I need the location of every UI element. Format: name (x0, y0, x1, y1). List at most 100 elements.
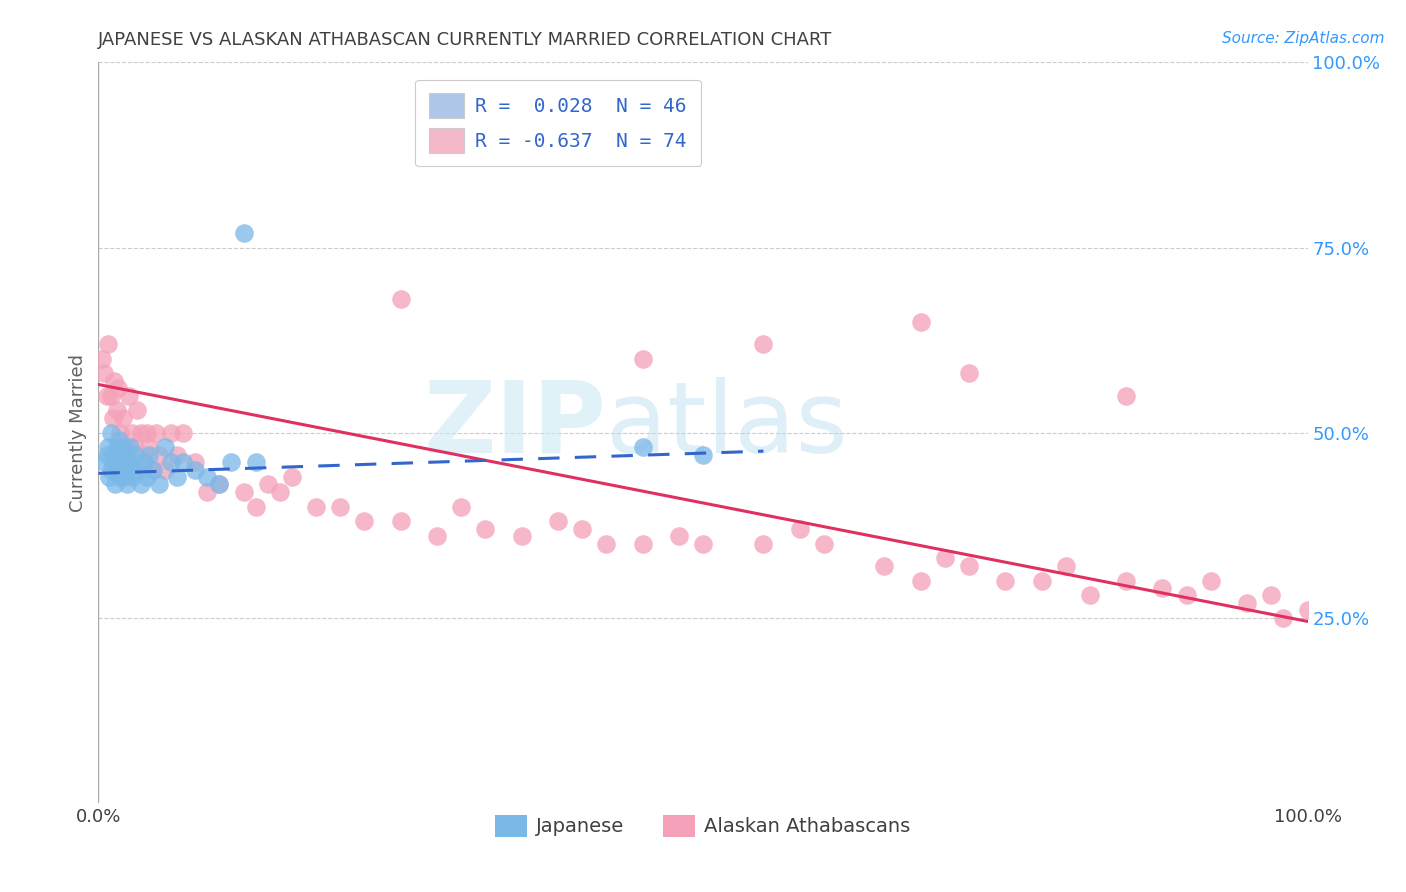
Point (103, 448, 125, 462)
Point (1236, 596, 1258, 610)
Point (142, 462, 165, 476)
Point (101, 455, 124, 469)
Point (96, 448, 118, 462)
Point (172, 455, 194, 469)
Point (195, 484, 218, 499)
Point (114, 455, 136, 469)
Point (208, 477, 231, 491)
Point (118, 441, 141, 455)
Point (114, 441, 136, 455)
Point (97, 336, 120, 351)
Point (111, 441, 134, 455)
Point (245, 500, 267, 514)
Point (245, 455, 267, 469)
Point (813, 536, 835, 550)
Point (148, 448, 170, 462)
Point (873, 558, 896, 573)
Point (93, 367, 115, 381)
Point (571, 522, 593, 536)
Point (957, 367, 980, 381)
Point (329, 500, 352, 514)
Point (195, 470, 218, 484)
Point (1272, 610, 1295, 624)
Point (100, 425, 122, 440)
Point (138, 441, 160, 455)
Point (631, 351, 654, 366)
Point (595, 536, 617, 550)
Point (107, 462, 129, 476)
Point (450, 500, 472, 514)
Point (166, 470, 188, 484)
Point (134, 455, 156, 469)
Point (112, 470, 135, 484)
Point (124, 448, 146, 462)
Point (474, 522, 496, 536)
Point (547, 515, 569, 529)
Point (118, 462, 141, 476)
Point (668, 529, 690, 543)
Point (105, 455, 128, 469)
Point (752, 336, 775, 351)
Point (105, 441, 128, 455)
Point (934, 551, 956, 566)
Point (121, 425, 143, 440)
Text: atlas: atlas (606, 376, 848, 474)
Point (93, 455, 115, 469)
Point (426, 529, 449, 543)
Point (269, 484, 291, 499)
Point (101, 410, 124, 425)
Point (957, 558, 980, 573)
Point (118, 388, 141, 402)
Point (305, 500, 328, 514)
Point (1199, 574, 1222, 588)
Point (142, 462, 165, 476)
Point (1031, 574, 1053, 588)
Point (1115, 574, 1137, 588)
Point (510, 529, 533, 543)
Point (389, 293, 412, 307)
Point (1078, 589, 1101, 603)
Point (256, 477, 278, 491)
Point (1115, 388, 1137, 402)
Point (103, 374, 125, 388)
Point (115, 448, 138, 462)
Point (108, 433, 131, 447)
Point (208, 477, 231, 491)
Point (281, 470, 304, 484)
Point (184, 455, 207, 469)
Point (148, 477, 170, 491)
Point (127, 403, 149, 417)
Y-axis label: Currently Married: Currently Married (69, 353, 87, 512)
Point (172, 425, 194, 440)
Point (124, 441, 146, 455)
Point (108, 470, 131, 484)
Point (105, 403, 128, 417)
Point (100, 388, 122, 402)
Point (135, 470, 157, 484)
Point (692, 448, 714, 462)
Point (120, 455, 142, 469)
Point (111, 410, 134, 425)
Point (110, 455, 132, 469)
Point (910, 314, 932, 328)
Point (631, 441, 654, 455)
Point (129, 425, 152, 440)
Point (692, 536, 714, 550)
Point (789, 522, 811, 536)
Point (221, 455, 243, 469)
Point (91, 351, 114, 366)
Point (910, 574, 932, 588)
Point (111, 462, 134, 476)
Point (97, 441, 120, 455)
Point (994, 574, 1017, 588)
Point (100, 462, 122, 476)
Legend: Japanese, Alaskan Athabascans: Japanese, Alaskan Athabascans (488, 807, 918, 845)
Point (1054, 558, 1077, 573)
Point (752, 536, 775, 550)
Point (134, 455, 156, 469)
Point (138, 448, 160, 462)
Point (117, 477, 139, 491)
Point (160, 425, 183, 440)
Point (353, 515, 375, 529)
Point (232, 226, 254, 240)
